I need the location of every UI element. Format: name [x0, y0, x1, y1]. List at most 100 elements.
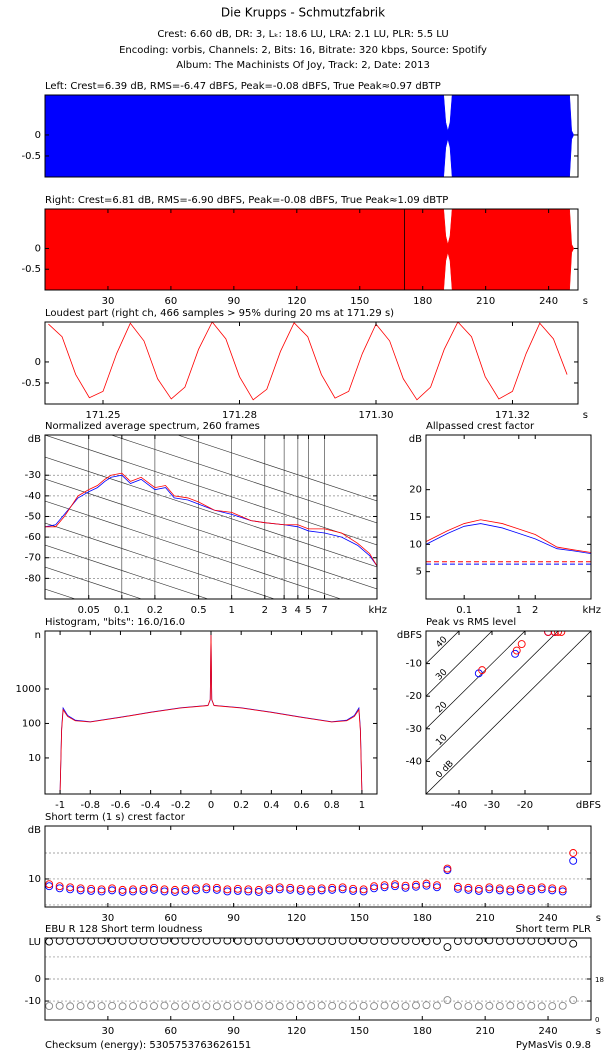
- panel-title: Left: Crest=6.39 dB, RMS=-6.47 dBFS, Pea…: [45, 81, 441, 92]
- panel: Histogram, "bits": 16.0/16.0n-1 -0.8 -0.6-…: [16, 617, 378, 811]
- plot-area: [45, 849, 591, 906]
- x-tick-label: -0.6: [111, 800, 131, 811]
- point: [443, 996, 452, 1005]
- y2-tick-label: 18: [595, 976, 604, 984]
- point: [338, 938, 347, 945]
- point: [129, 885, 137, 894]
- y-unit: dB: [28, 825, 41, 836]
- point: [527, 884, 536, 893]
- point: [223, 1001, 232, 1010]
- point: [506, 1001, 515, 1010]
- point: [55, 1001, 64, 1010]
- point: [464, 885, 473, 894]
- point: [401, 881, 410, 890]
- point: [537, 885, 546, 894]
- point: [474, 938, 483, 945]
- point: [160, 885, 169, 894]
- point: [286, 883, 295, 892]
- x-tick-label: 180: [413, 913, 432, 924]
- x-tick-label: 150: [350, 296, 369, 307]
- x-tick-label: 0.5: [191, 605, 207, 616]
- panel: Left: Crest=6.39 dB, RMS=-6.47 dBFS, Pea…: [21, 81, 579, 178]
- x-tick-label: 210: [476, 1026, 495, 1037]
- point: [233, 1002, 242, 1010]
- panel: Allpassed crest factor kHz dB 0.1 1 2 20 15 10 5: [409, 421, 601, 616]
- point: [359, 887, 368, 896]
- point: [527, 886, 536, 895]
- point: [275, 938, 284, 945]
- point: [516, 885, 525, 894]
- panel-title: EBU R 128 Short term loudness: [45, 924, 203, 935]
- point: [275, 1002, 284, 1011]
- point: [296, 1001, 305, 1010]
- x-tick-label: 171.28: [222, 410, 257, 421]
- point: [265, 938, 274, 945]
- point: [432, 881, 441, 890]
- y-tick-label: 20: [409, 485, 422, 496]
- info-line: Encoding: vorbis, Channels: 2, Bits: 16,…: [119, 45, 487, 56]
- point: [296, 886, 305, 895]
- x-unit: s: [583, 296, 588, 307]
- point: [506, 938, 515, 945]
- diagonal-line: [426, 631, 559, 762]
- panel-title: Right: Crest=6.81 dB, RMS=-6.90 dBFS, Pe…: [45, 195, 448, 206]
- x-tick-label: 150: [350, 913, 369, 924]
- point: [129, 938, 137, 945]
- point: [139, 886, 148, 895]
- y-unit: dBFS: [397, 630, 422, 641]
- point: [328, 938, 337, 946]
- x-tick-label: -0.4: [141, 800, 161, 811]
- point: [349, 1002, 358, 1011]
- point: [160, 1001, 169, 1010]
- point: [129, 1002, 137, 1010]
- y-tick-label: -60: [25, 532, 41, 543]
- y-tick-label: -0.5: [21, 264, 41, 275]
- point: [108, 886, 117, 895]
- point: [45, 880, 54, 889]
- point: [296, 884, 305, 893]
- guide-line: [45, 544, 209, 599]
- point: [412, 1001, 420, 1010]
- y-tick-label: -40: [406, 756, 422, 767]
- point: [338, 885, 347, 894]
- point: [474, 884, 483, 893]
- y2-tick-label: 0: [595, 1016, 599, 1024]
- point: [317, 938, 326, 945]
- plot-area: [45, 938, 591, 1011]
- point: [370, 1002, 379, 1010]
- point: [443, 943, 452, 951]
- point: [223, 887, 232, 896]
- x-tick-label: 0.2: [233, 800, 249, 811]
- point: [517, 640, 526, 648]
- point: [171, 885, 179, 894]
- x-tick-label: -40: [451, 800, 467, 811]
- point: [359, 938, 368, 945]
- x-tick-label: 5: [305, 605, 311, 616]
- point: [181, 884, 190, 893]
- point: [254, 885, 263, 894]
- guide-line: [110, 435, 377, 524]
- point: [558, 1001, 567, 1010]
- point: [485, 883, 494, 892]
- x-tick-label: 0: [208, 800, 214, 811]
- point: [307, 885, 316, 894]
- point: [139, 884, 148, 893]
- point: [244, 885, 253, 894]
- x-tick-label: 0.6: [294, 800, 310, 811]
- point: [506, 885, 515, 894]
- point: [244, 1001, 253, 1010]
- point: [380, 881, 389, 890]
- point: [349, 884, 358, 893]
- panel: Normalized average spectrum, 260 frames k…: [25, 421, 387, 616]
- point: [516, 938, 525, 945]
- point: [558, 885, 567, 894]
- point: [328, 1001, 337, 1010]
- y-unit: n: [35, 630, 41, 641]
- line: [48, 322, 568, 401]
- point: [485, 1001, 494, 1010]
- point: [97, 885, 106, 894]
- point: [478, 666, 487, 675]
- x-tick-label: 1: [359, 800, 365, 811]
- diagonal-line: [426, 631, 460, 664]
